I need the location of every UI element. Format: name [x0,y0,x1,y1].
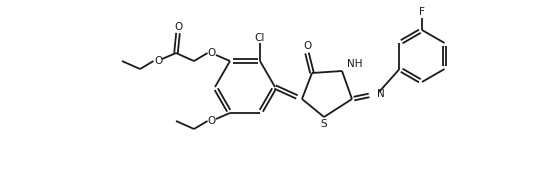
Text: N: N [377,89,385,99]
Text: O: O [174,22,182,32]
Text: S: S [321,119,327,129]
Text: O: O [208,48,216,58]
Text: O: O [303,41,311,51]
Text: O: O [154,56,162,66]
Text: NH: NH [347,59,363,69]
Text: Cl: Cl [255,33,265,42]
Text: F: F [419,7,425,17]
Text: O: O [208,116,216,126]
